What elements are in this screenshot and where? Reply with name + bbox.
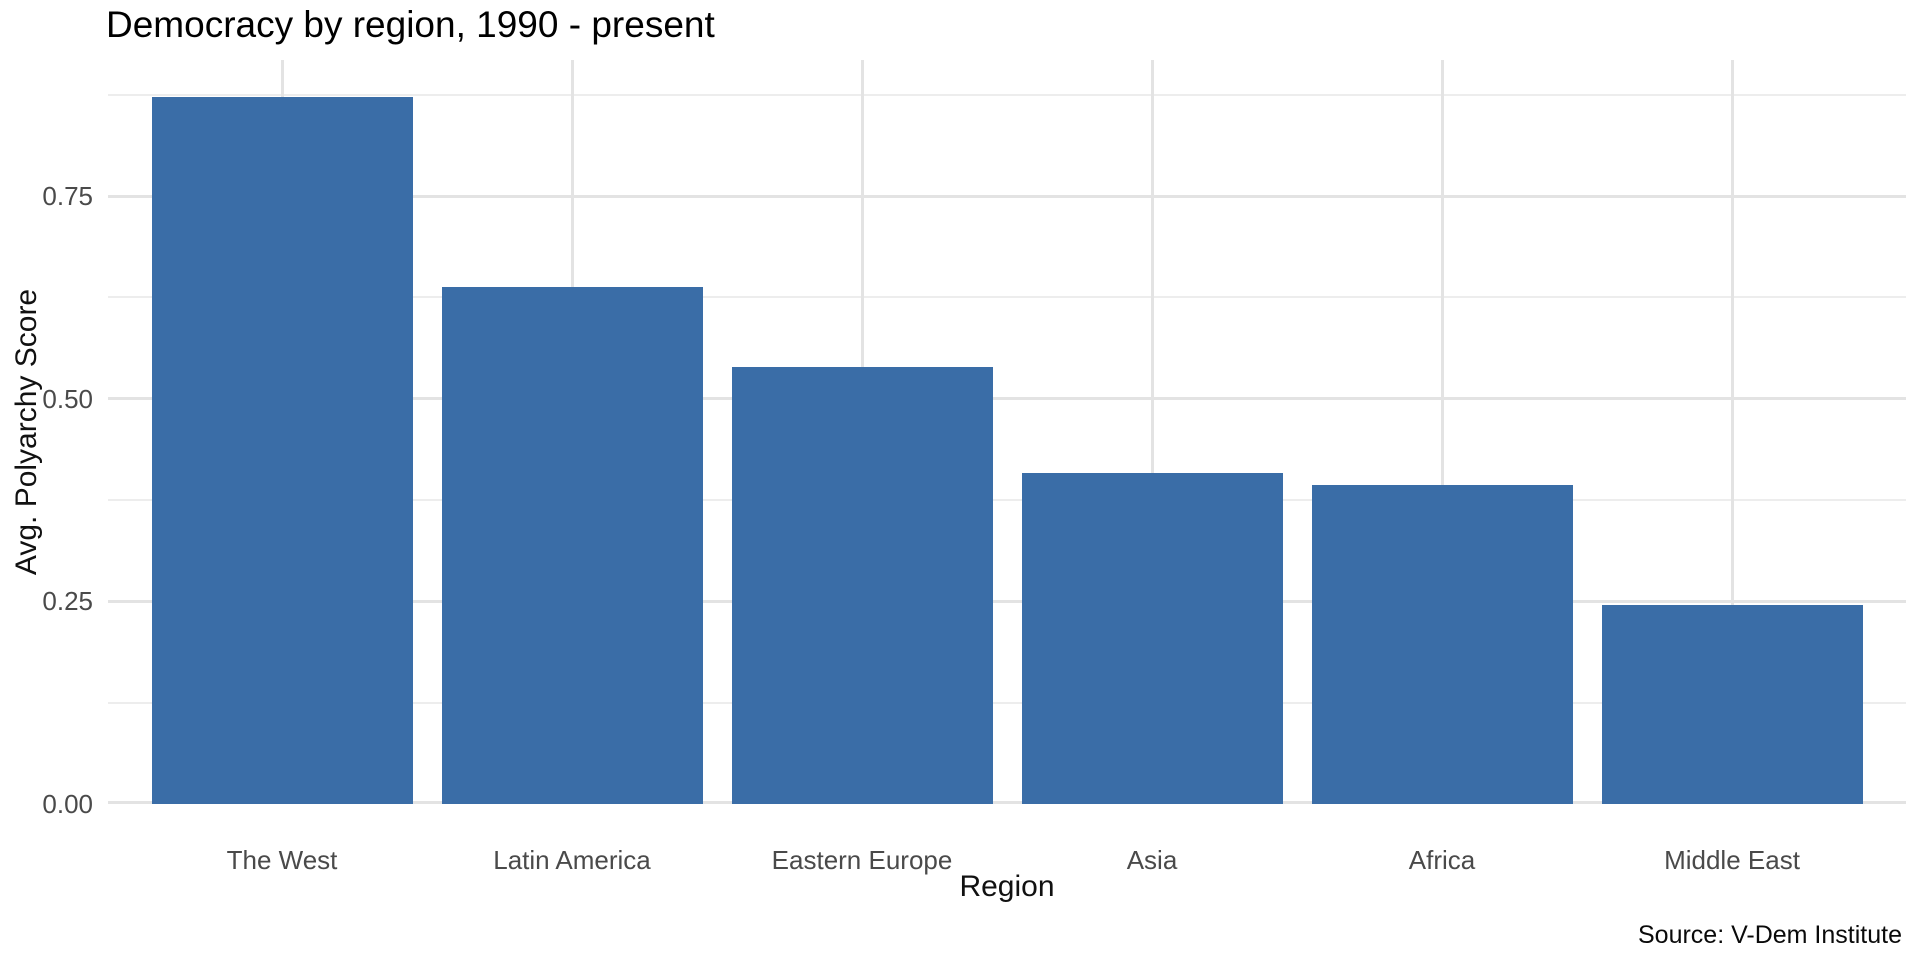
x-tick-label-the-west: The West <box>226 845 338 875</box>
gridline-major-0.75 <box>108 194 1906 198</box>
y-tick-label-0.00: 0.00 <box>42 789 93 819</box>
gridline-major-0.25 <box>108 599 1906 603</box>
y-tick-label-0.25: 0.25 <box>42 586 93 617</box>
bar-africa <box>1311 484 1573 804</box>
bar-the-west <box>151 97 413 804</box>
y-tick-label-0.75: 0.75 <box>42 181 93 212</box>
gridline-major-0.00 <box>108 801 1906 804</box>
gridline-minor-0.375 <box>108 499 1906 502</box>
gridline-minor-0.125 <box>108 701 1906 704</box>
y-axis-title: Avg. Polyarchy Score <box>10 288 43 576</box>
x-tick-label-middle-east: Middle East <box>1664 845 1800 875</box>
x-tick-label-eastern-europe: Eastern Europe <box>771 845 953 875</box>
gridline-category-africa <box>1440 60 1444 804</box>
gridline-minor-0.625 <box>108 296 1906 299</box>
gridline-major-0.50 <box>108 397 1906 401</box>
x-tick-label-latin-america: Latin America <box>493 845 651 875</box>
gridline-category-asia <box>1150 60 1154 804</box>
gridline-category-middle-east <box>1730 60 1734 804</box>
y-tick-label-0.50: 0.50 <box>42 383 93 414</box>
chart-caption: Source: V-Dem Institute <box>1637 921 1902 949</box>
chart-title: Democracy by region, 1990 - present <box>106 4 715 45</box>
plot-panel <box>108 60 1906 804</box>
bar-latin-america <box>441 286 703 804</box>
bar-middle-east <box>1601 605 1863 804</box>
bar-asia <box>1021 473 1283 804</box>
x-tick-label-africa: Africa <box>1408 845 1476 875</box>
x-axis-title: Region <box>959 870 1055 903</box>
bar-eastern-europe <box>731 367 993 804</box>
gridline-minor-0.875 <box>108 93 1906 96</box>
x-tick-label-asia: Asia <box>1126 845 1178 875</box>
